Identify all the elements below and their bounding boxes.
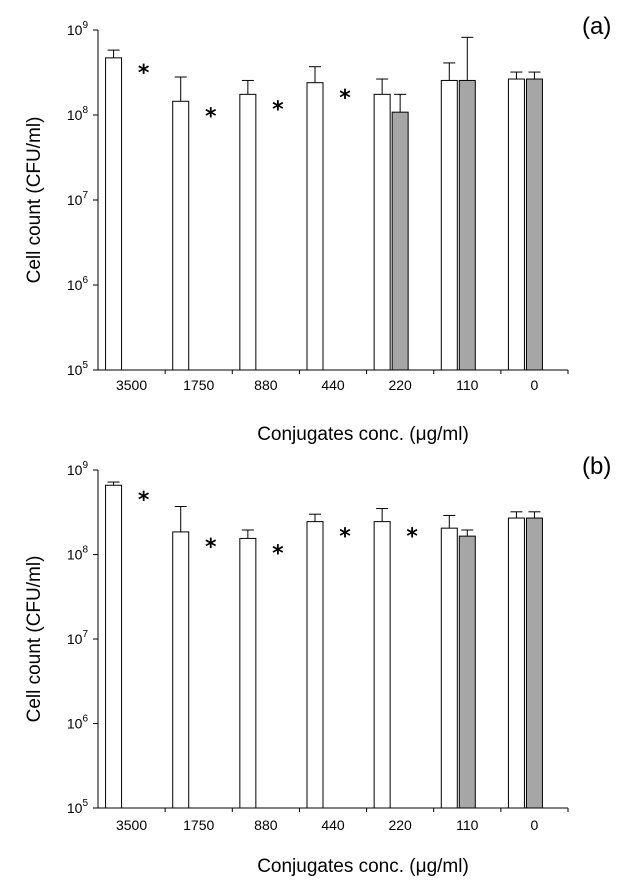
chart-panel-a: (a) 105 106 107 108 109 Cell count (CFU/ml) Con… (24, 13, 611, 445)
y-axis-title: Cell count (CFU/ml) (24, 117, 45, 284)
x-tick-label: 0 (531, 377, 539, 393)
y-tick-label: 106 (67, 275, 89, 293)
bar (440, 527, 458, 809)
y-tick-label: 108 (67, 105, 89, 123)
x-tick-label: 0 (531, 817, 539, 833)
significance-marker: * (138, 488, 150, 513)
y-tick-label: 109 (67, 20, 89, 38)
y-tick-label: 108 (67, 545, 89, 563)
significance-marker: * (205, 535, 217, 560)
y-axis-title: Cell count (CFU/ml) (24, 556, 45, 723)
bar (458, 79, 476, 371)
bar (239, 93, 257, 371)
bar (306, 521, 324, 809)
significance-marker: * (406, 525, 418, 550)
y-tick-label: 107 (67, 190, 89, 208)
x-tick-label: 880 (254, 377, 278, 393)
x-tick-label: 880 (254, 817, 278, 833)
y-tick-label: 109 (67, 460, 89, 478)
x-tick-label: 1750 (183, 377, 214, 393)
bar (507, 517, 525, 809)
bar (525, 78, 543, 371)
bar (525, 517, 543, 809)
bar (391, 111, 409, 371)
bar (105, 57, 123, 371)
x-tick-label: 1750 (183, 817, 214, 833)
x-tick-label: 3500 (116, 817, 147, 833)
significance-marker: * (272, 97, 284, 122)
bar (507, 78, 525, 371)
significance-marker: * (339, 525, 351, 550)
x-tick-label: 220 (388, 817, 412, 833)
bar (440, 79, 458, 371)
y-tick-label: 105 (67, 360, 89, 378)
bar (373, 521, 391, 809)
bar (172, 531, 190, 809)
bar (306, 82, 324, 371)
panel-label: (b) (582, 453, 611, 480)
x-tick-label: 110 (456, 377, 479, 393)
x-tick-label: 440 (321, 817, 345, 833)
x-tick-label: 440 (321, 377, 345, 393)
y-tick-label: 105 (67, 798, 89, 816)
significance-marker: * (138, 61, 150, 86)
bar (373, 93, 391, 371)
panel-label: (a) (582, 13, 611, 40)
y-tick-label: 107 (67, 629, 89, 647)
significance-marker: * (205, 104, 217, 129)
bar (458, 535, 476, 809)
x-axis-title: Conjugates conc. (μg/ml) (257, 424, 469, 445)
x-axis-title: Conjugates conc. (μg/ml) (257, 856, 469, 877)
y-tick-label: 106 (67, 714, 89, 732)
bar (172, 100, 190, 371)
significance-marker: * (272, 541, 284, 566)
x-tick-label: 220 (388, 377, 412, 393)
x-tick-label: 3500 (116, 377, 147, 393)
bar (239, 537, 257, 809)
bar (105, 484, 123, 809)
significance-marker: * (339, 86, 351, 111)
chart-panel-b: (b) 105 106 107 108 109 Cell count (CFU/ml) Con… (24, 453, 611, 877)
x-tick-label: 110 (456, 817, 479, 833)
